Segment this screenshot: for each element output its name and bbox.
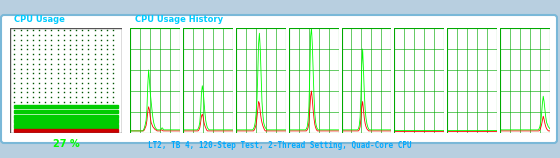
Bar bbox=[394, 28, 444, 133]
FancyBboxPatch shape bbox=[1, 15, 557, 143]
Bar bbox=[15, 124, 118, 128]
Bar bbox=[447, 28, 497, 133]
Bar bbox=[342, 28, 391, 133]
Bar bbox=[500, 28, 550, 133]
Bar bbox=[15, 115, 118, 118]
Bar bbox=[236, 28, 286, 133]
Text: 27 %: 27 % bbox=[53, 139, 80, 149]
Text: LT2, TB 4, 120-Step Test, 2-Thread Setting, Quad-Core CPU: LT2, TB 4, 120-Step Test, 2-Thread Setti… bbox=[148, 141, 412, 150]
Bar bbox=[288, 28, 338, 133]
Text: CPU Usage: CPU Usage bbox=[14, 15, 65, 24]
Bar bbox=[15, 110, 118, 113]
Bar bbox=[15, 129, 118, 132]
Text: CPU Usage History: CPU Usage History bbox=[135, 15, 223, 24]
Bar bbox=[15, 105, 118, 108]
Bar bbox=[183, 28, 233, 133]
Bar bbox=[130, 28, 180, 133]
Bar bbox=[15, 119, 118, 123]
